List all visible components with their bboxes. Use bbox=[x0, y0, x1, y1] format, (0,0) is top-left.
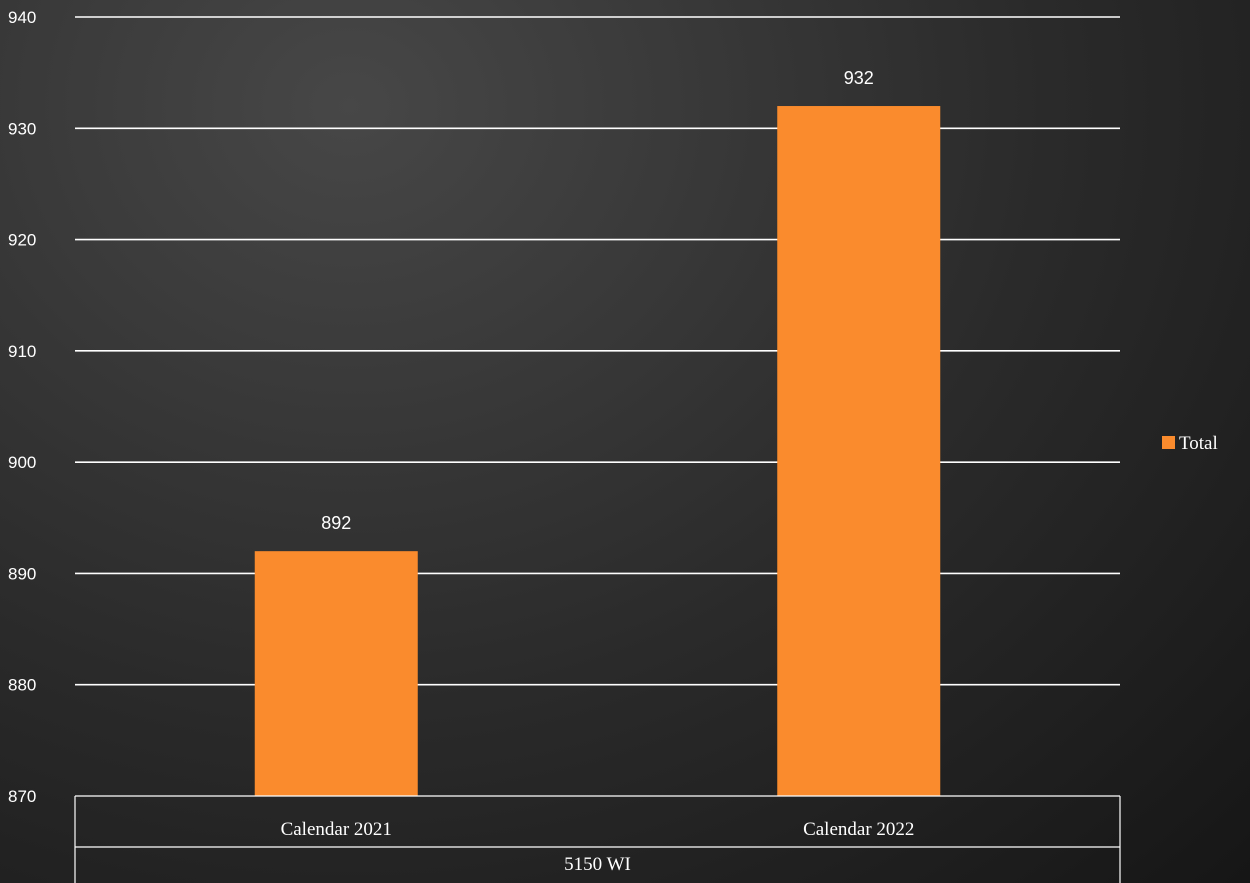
y-tick-label: 920 bbox=[8, 231, 36, 250]
x-axis-category-labels: Calendar 2021 Calendar 2022 bbox=[281, 819, 915, 840]
x-axis-group-label: 5150 WI bbox=[564, 854, 631, 875]
legend: Total bbox=[1162, 433, 1218, 454]
x-category-label: Calendar 2021 bbox=[281, 819, 392, 840]
legend-label-total: Total bbox=[1179, 433, 1218, 454]
bar bbox=[254, 551, 418, 796]
data-label: 892 bbox=[321, 513, 351, 533]
y-tick-label: 880 bbox=[8, 676, 36, 695]
y-tick-label: 930 bbox=[8, 119, 36, 138]
y-tick-label: 890 bbox=[8, 564, 36, 583]
data-labels: 892 932 bbox=[321, 68, 874, 533]
legend-swatch-total bbox=[1162, 436, 1175, 449]
y-tick-label: 910 bbox=[8, 342, 36, 361]
data-label: 932 bbox=[844, 68, 874, 88]
y-tick-label: 900 bbox=[8, 453, 36, 472]
y-tick-label: 940 bbox=[8, 8, 36, 27]
category-axis-box bbox=[74, 795, 1121, 883]
x-category-label: Calendar 2022 bbox=[803, 819, 914, 840]
gridlines bbox=[75, 16, 1120, 686]
y-tick-label: 870 bbox=[8, 787, 36, 806]
bars bbox=[254, 106, 941, 797]
bar bbox=[777, 106, 941, 797]
y-axis-tick-labels: 870 880 890 900 910 920 930 940 bbox=[8, 8, 36, 806]
